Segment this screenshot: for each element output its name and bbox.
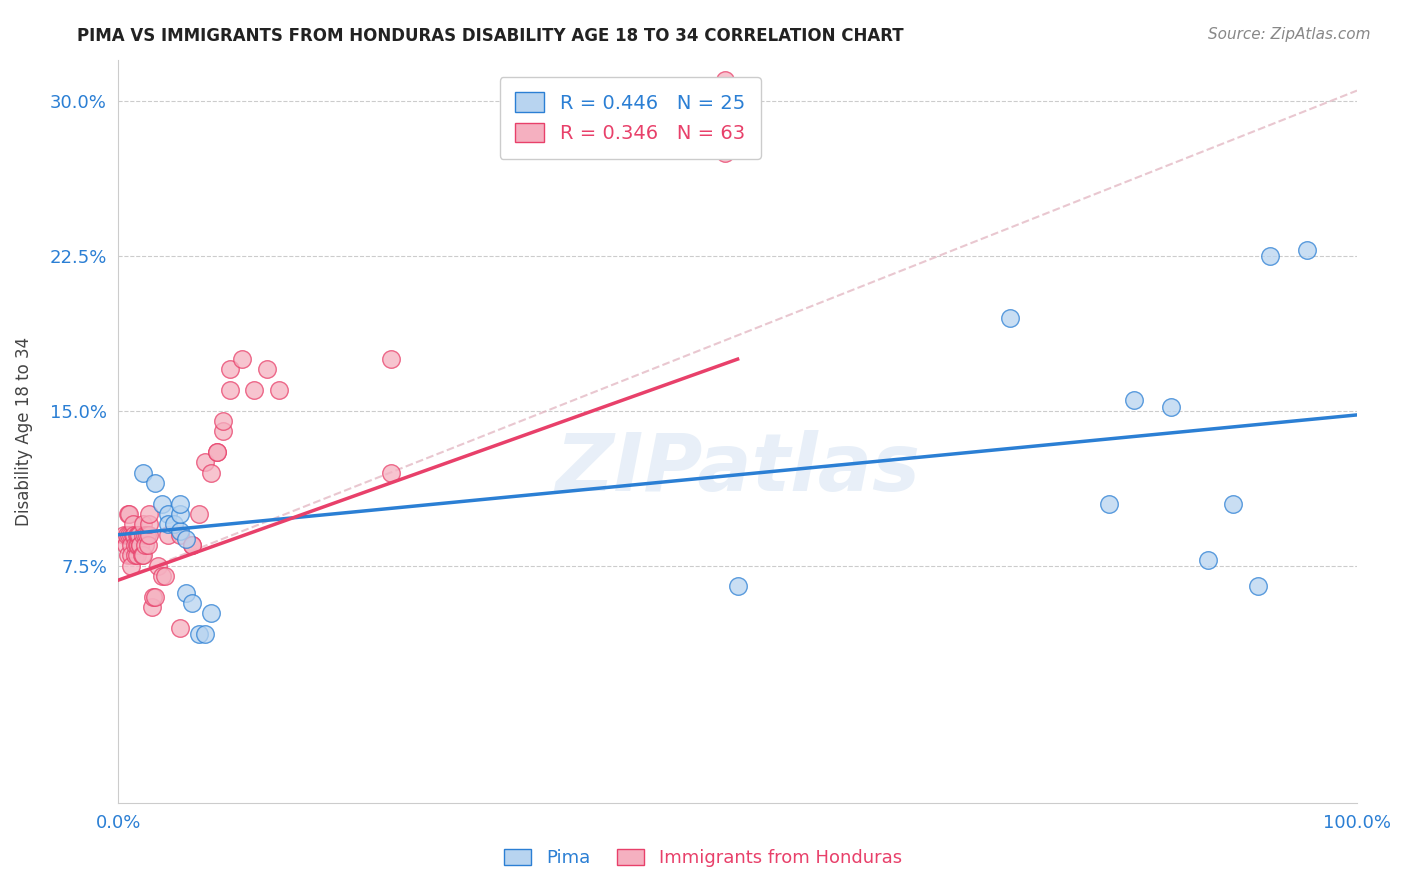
Point <box>132 466 155 480</box>
Point <box>200 466 222 480</box>
Point <box>218 383 240 397</box>
Point <box>256 362 278 376</box>
Point <box>120 558 142 573</box>
Point <box>141 600 163 615</box>
Point <box>169 527 191 541</box>
Point <box>207 445 229 459</box>
Point <box>125 549 148 563</box>
Point <box>380 352 402 367</box>
Text: PIMA VS IMMIGRANTS FROM HONDURAS DISABILITY AGE 18 TO 34 CORRELATION CHART: PIMA VS IMMIGRANTS FROM HONDURAS DISABIL… <box>77 27 904 45</box>
Point <box>169 507 191 521</box>
Point <box>134 538 156 552</box>
Point <box>120 549 142 563</box>
Point <box>163 517 186 532</box>
Point <box>120 538 142 552</box>
Point <box>998 310 1021 325</box>
Point <box>156 517 179 532</box>
Point <box>169 497 191 511</box>
Point <box>128 527 150 541</box>
Point <box>138 507 160 521</box>
Point <box>135 527 157 541</box>
Point <box>115 527 138 541</box>
Text: ZIPatlas: ZIPatlas <box>555 430 920 508</box>
Point <box>124 549 146 563</box>
Point <box>380 466 402 480</box>
Point <box>132 517 155 532</box>
Point <box>143 590 166 604</box>
Point <box>138 527 160 541</box>
Point <box>120 527 142 541</box>
Point <box>138 517 160 532</box>
Point <box>127 538 149 552</box>
Point <box>117 507 139 521</box>
Point <box>212 414 235 428</box>
Point <box>231 352 253 367</box>
Text: Source: ZipAtlas.com: Source: ZipAtlas.com <box>1208 27 1371 42</box>
Point <box>127 527 149 541</box>
Y-axis label: Disability Age 18 to 34: Disability Age 18 to 34 <box>15 337 32 526</box>
Point <box>1123 393 1146 408</box>
Point <box>122 527 145 541</box>
Point <box>118 527 141 541</box>
Point <box>1296 243 1319 257</box>
Point <box>1247 579 1270 593</box>
Point <box>129 538 152 552</box>
Point <box>1258 249 1281 263</box>
Point <box>218 362 240 376</box>
Point <box>1197 552 1219 566</box>
Point <box>156 507 179 521</box>
Point <box>131 549 153 563</box>
Point <box>727 579 749 593</box>
Point <box>122 517 145 532</box>
Point <box>134 527 156 541</box>
Point <box>212 425 235 439</box>
Point <box>143 476 166 491</box>
Point <box>181 596 204 610</box>
Point <box>129 538 152 552</box>
Point <box>114 538 136 552</box>
Point <box>122 527 145 541</box>
Legend: R = 0.446   N = 25, R = 0.346   N = 63: R = 0.446 N = 25, R = 0.346 N = 63 <box>499 77 761 159</box>
Point <box>194 455 217 469</box>
Point <box>124 538 146 552</box>
Point <box>1160 400 1182 414</box>
Point <box>243 383 266 397</box>
Point <box>156 527 179 541</box>
Point <box>142 590 165 604</box>
Point <box>181 538 204 552</box>
Point <box>174 585 197 599</box>
Point <box>125 538 148 552</box>
Point <box>207 445 229 459</box>
Point <box>187 507 209 521</box>
Point <box>194 627 217 641</box>
Point <box>169 524 191 538</box>
Point <box>714 145 737 160</box>
Point <box>146 558 169 573</box>
Point <box>118 507 141 521</box>
Point <box>132 527 155 541</box>
Point <box>155 569 177 583</box>
Point <box>1098 497 1121 511</box>
Point <box>132 549 155 563</box>
Point <box>150 497 173 511</box>
Point <box>174 532 197 546</box>
Point <box>269 383 291 397</box>
Point <box>125 527 148 541</box>
Point <box>169 621 191 635</box>
Point <box>112 527 135 541</box>
Point <box>714 73 737 87</box>
Point <box>150 569 173 583</box>
Point <box>200 606 222 620</box>
Point <box>1222 497 1244 511</box>
Point <box>136 538 159 552</box>
Point <box>187 627 209 641</box>
Point <box>181 538 204 552</box>
Point <box>117 549 139 563</box>
Legend: Pima, Immigrants from Honduras: Pima, Immigrants from Honduras <box>496 841 910 874</box>
